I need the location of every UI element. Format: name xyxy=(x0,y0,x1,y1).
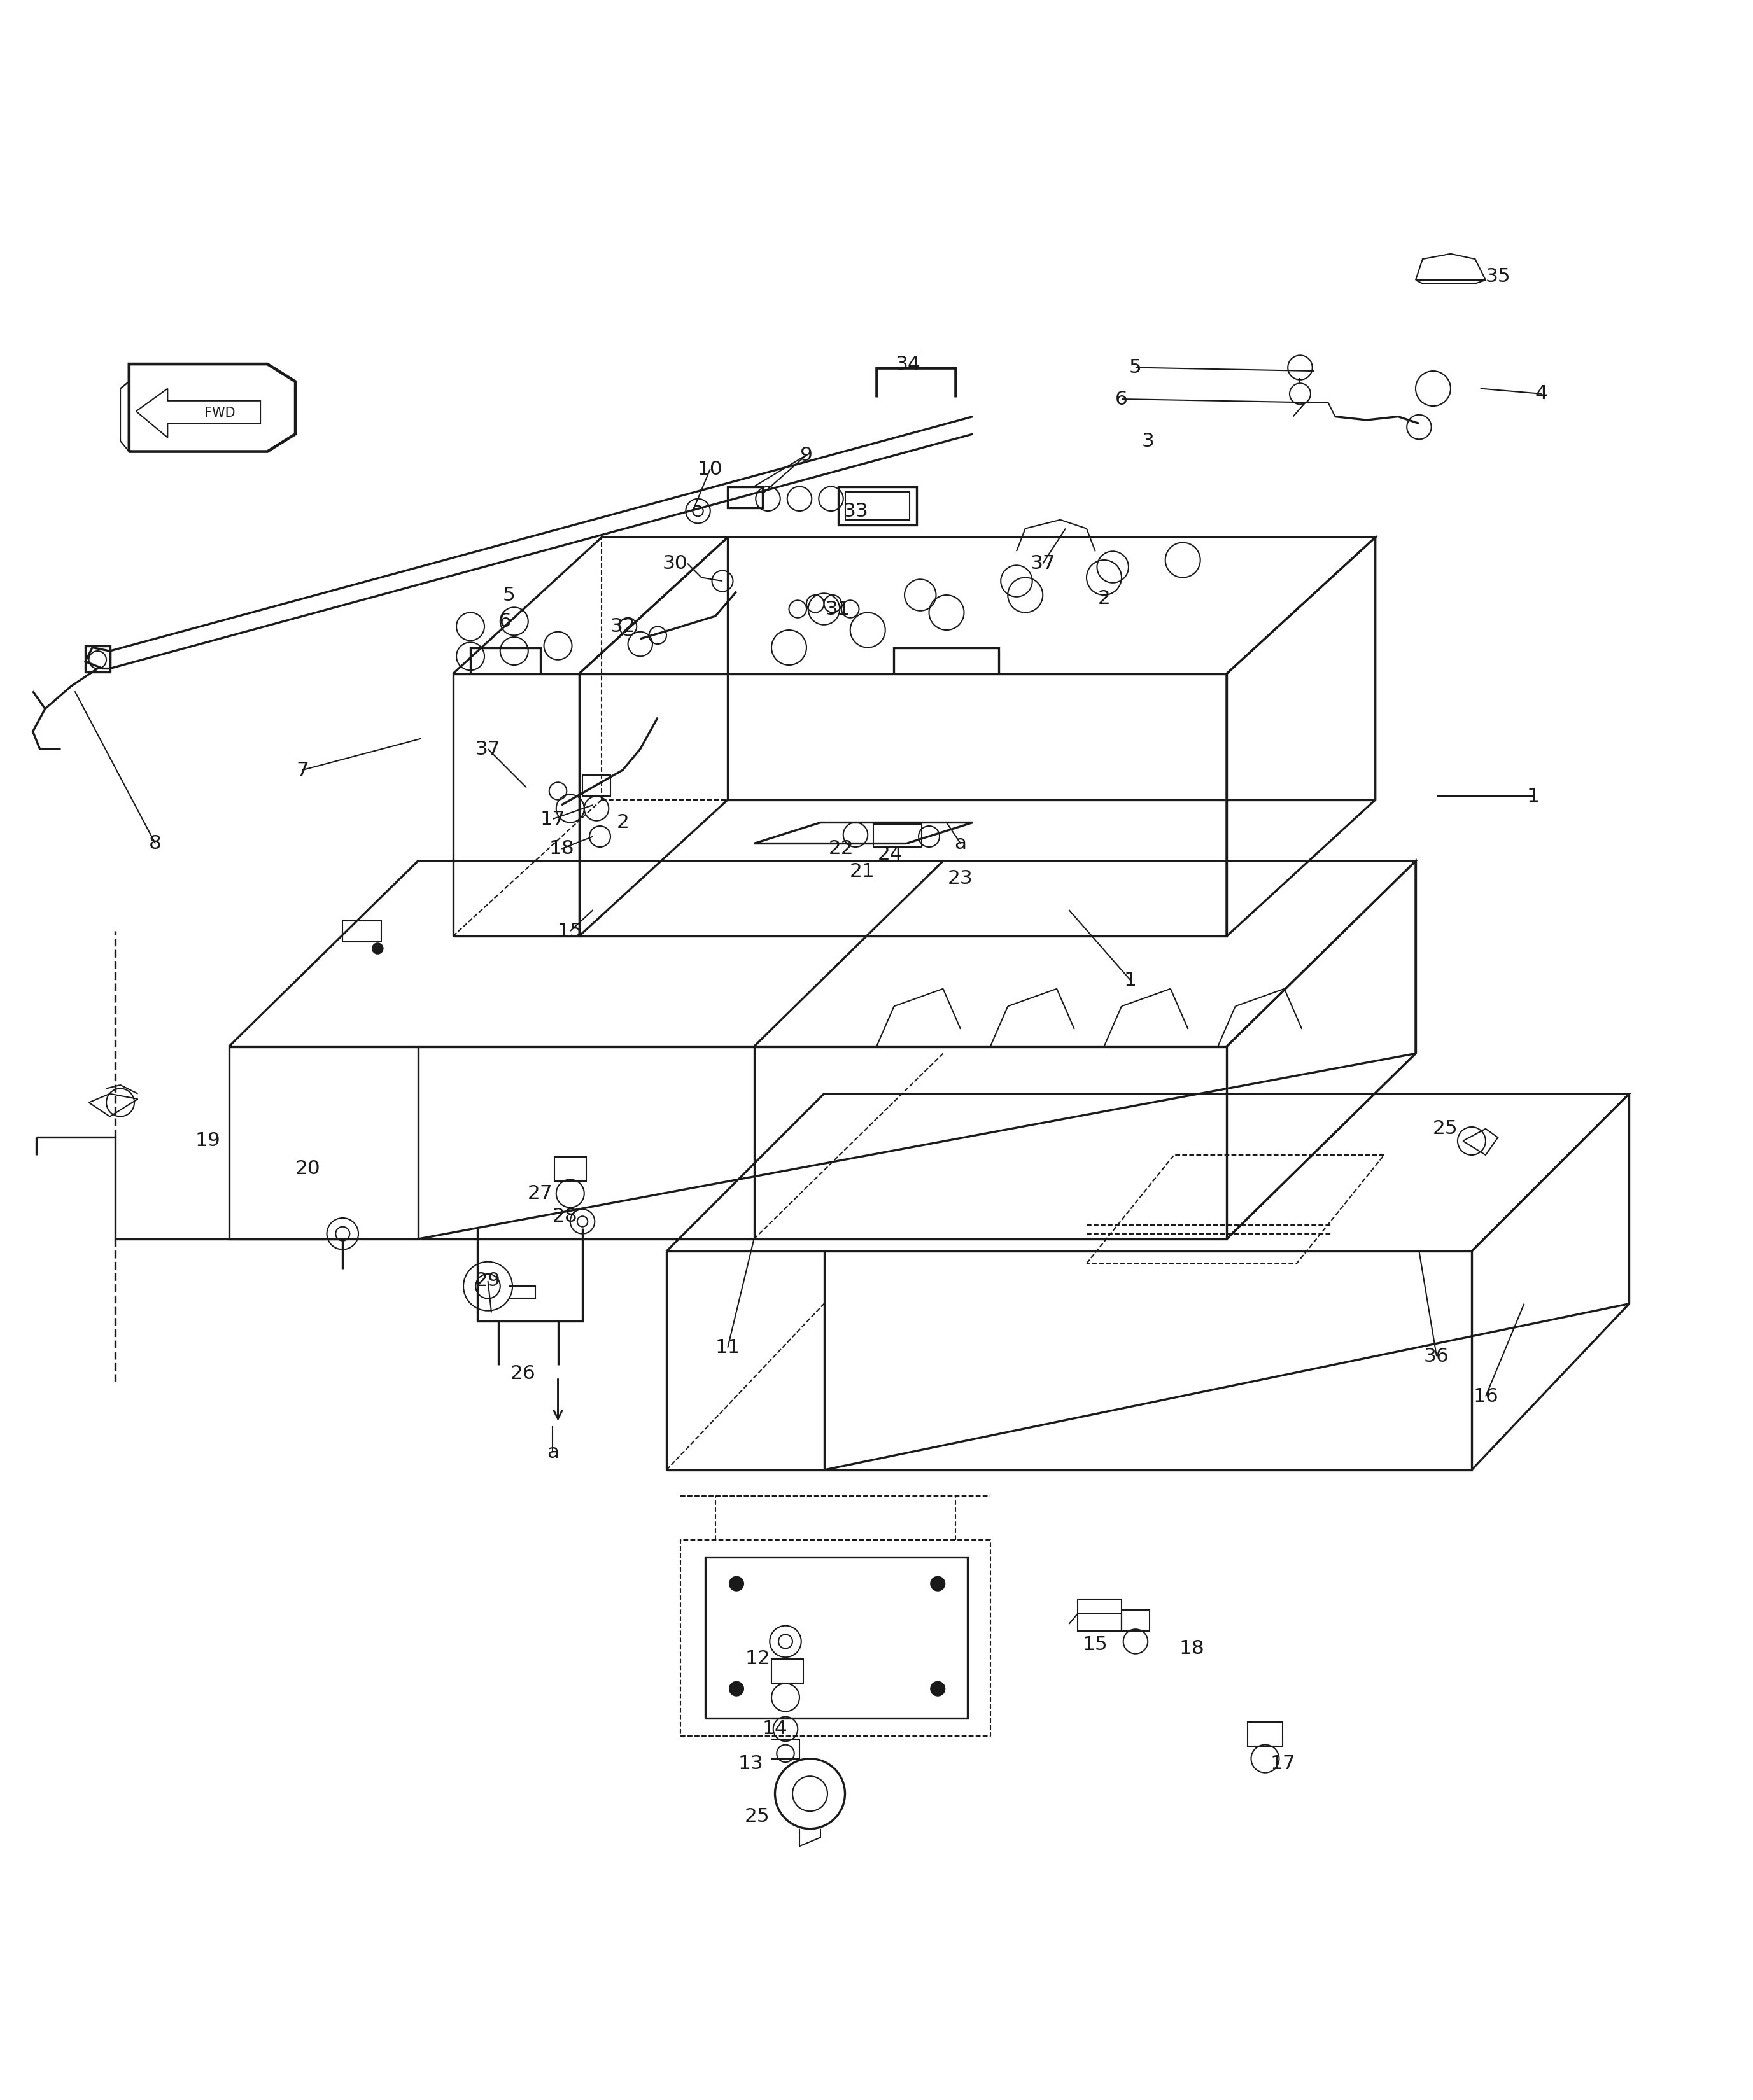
Text: 35: 35 xyxy=(1485,267,1511,286)
Text: 37: 37 xyxy=(475,739,501,758)
Text: 15: 15 xyxy=(557,922,582,941)
Text: 2: 2 xyxy=(617,813,629,832)
Text: 6: 6 xyxy=(1115,391,1127,407)
Text: 5: 5 xyxy=(1129,359,1141,376)
Text: 27: 27 xyxy=(528,1184,554,1203)
Text: 5: 5 xyxy=(503,586,515,605)
Text: 18: 18 xyxy=(1180,1640,1204,1657)
Text: 24: 24 xyxy=(878,844,903,863)
Text: 6: 6 xyxy=(500,611,512,630)
Circle shape xyxy=(931,1577,945,1590)
Bar xyxy=(1122,1611,1150,1632)
Text: FWD: FWD xyxy=(205,407,235,420)
Text: a: a xyxy=(547,1443,559,1462)
Text: 15: 15 xyxy=(1083,1636,1108,1655)
Bar xyxy=(873,825,922,846)
Text: 18: 18 xyxy=(549,840,573,859)
Bar xyxy=(727,487,763,508)
Bar xyxy=(845,491,910,521)
Text: 17: 17 xyxy=(540,811,564,827)
Text: a: a xyxy=(954,834,966,853)
Text: 9: 9 xyxy=(799,445,813,464)
Text: 34: 34 xyxy=(896,355,920,374)
Bar xyxy=(838,487,917,525)
Text: 30: 30 xyxy=(663,554,687,573)
Bar xyxy=(86,647,110,672)
Text: 8: 8 xyxy=(149,834,161,853)
Text: 2: 2 xyxy=(1097,590,1110,607)
Text: 12: 12 xyxy=(745,1651,770,1667)
Bar xyxy=(771,1659,803,1684)
Bar xyxy=(342,920,380,941)
Text: 3: 3 xyxy=(1141,433,1153,449)
Text: 16: 16 xyxy=(1473,1388,1499,1405)
Text: 1: 1 xyxy=(1124,970,1136,989)
Text: 23: 23 xyxy=(948,869,973,888)
Circle shape xyxy=(729,1682,743,1695)
Bar xyxy=(1248,1722,1283,1747)
Text: 36: 36 xyxy=(1423,1346,1450,1365)
Text: 33: 33 xyxy=(843,502,868,521)
Circle shape xyxy=(372,943,382,953)
Text: 10: 10 xyxy=(698,460,722,479)
Text: 26: 26 xyxy=(510,1365,536,1384)
Text: 31: 31 xyxy=(826,601,850,617)
Text: 25: 25 xyxy=(1432,1119,1458,1138)
Text: 1: 1 xyxy=(1527,788,1539,806)
Bar xyxy=(582,775,610,796)
Text: 37: 37 xyxy=(1031,554,1055,573)
Text: 29: 29 xyxy=(475,1273,501,1289)
Text: 32: 32 xyxy=(610,617,635,636)
Text: 4: 4 xyxy=(1536,384,1548,403)
Text: 11: 11 xyxy=(715,1338,740,1357)
Text: 20: 20 xyxy=(295,1159,321,1178)
Bar xyxy=(1078,1600,1122,1632)
Text: 7: 7 xyxy=(296,760,309,779)
Text: 19: 19 xyxy=(195,1132,221,1151)
Text: 13: 13 xyxy=(738,1756,763,1772)
Text: 14: 14 xyxy=(763,1720,787,1739)
Text: 25: 25 xyxy=(745,1808,770,1825)
Text: 28: 28 xyxy=(552,1207,577,1226)
Text: 17: 17 xyxy=(1269,1756,1295,1772)
Text: 21: 21 xyxy=(850,863,875,880)
Text: 22: 22 xyxy=(829,840,854,859)
Circle shape xyxy=(931,1682,945,1695)
Circle shape xyxy=(729,1577,743,1590)
Bar xyxy=(554,1157,586,1180)
